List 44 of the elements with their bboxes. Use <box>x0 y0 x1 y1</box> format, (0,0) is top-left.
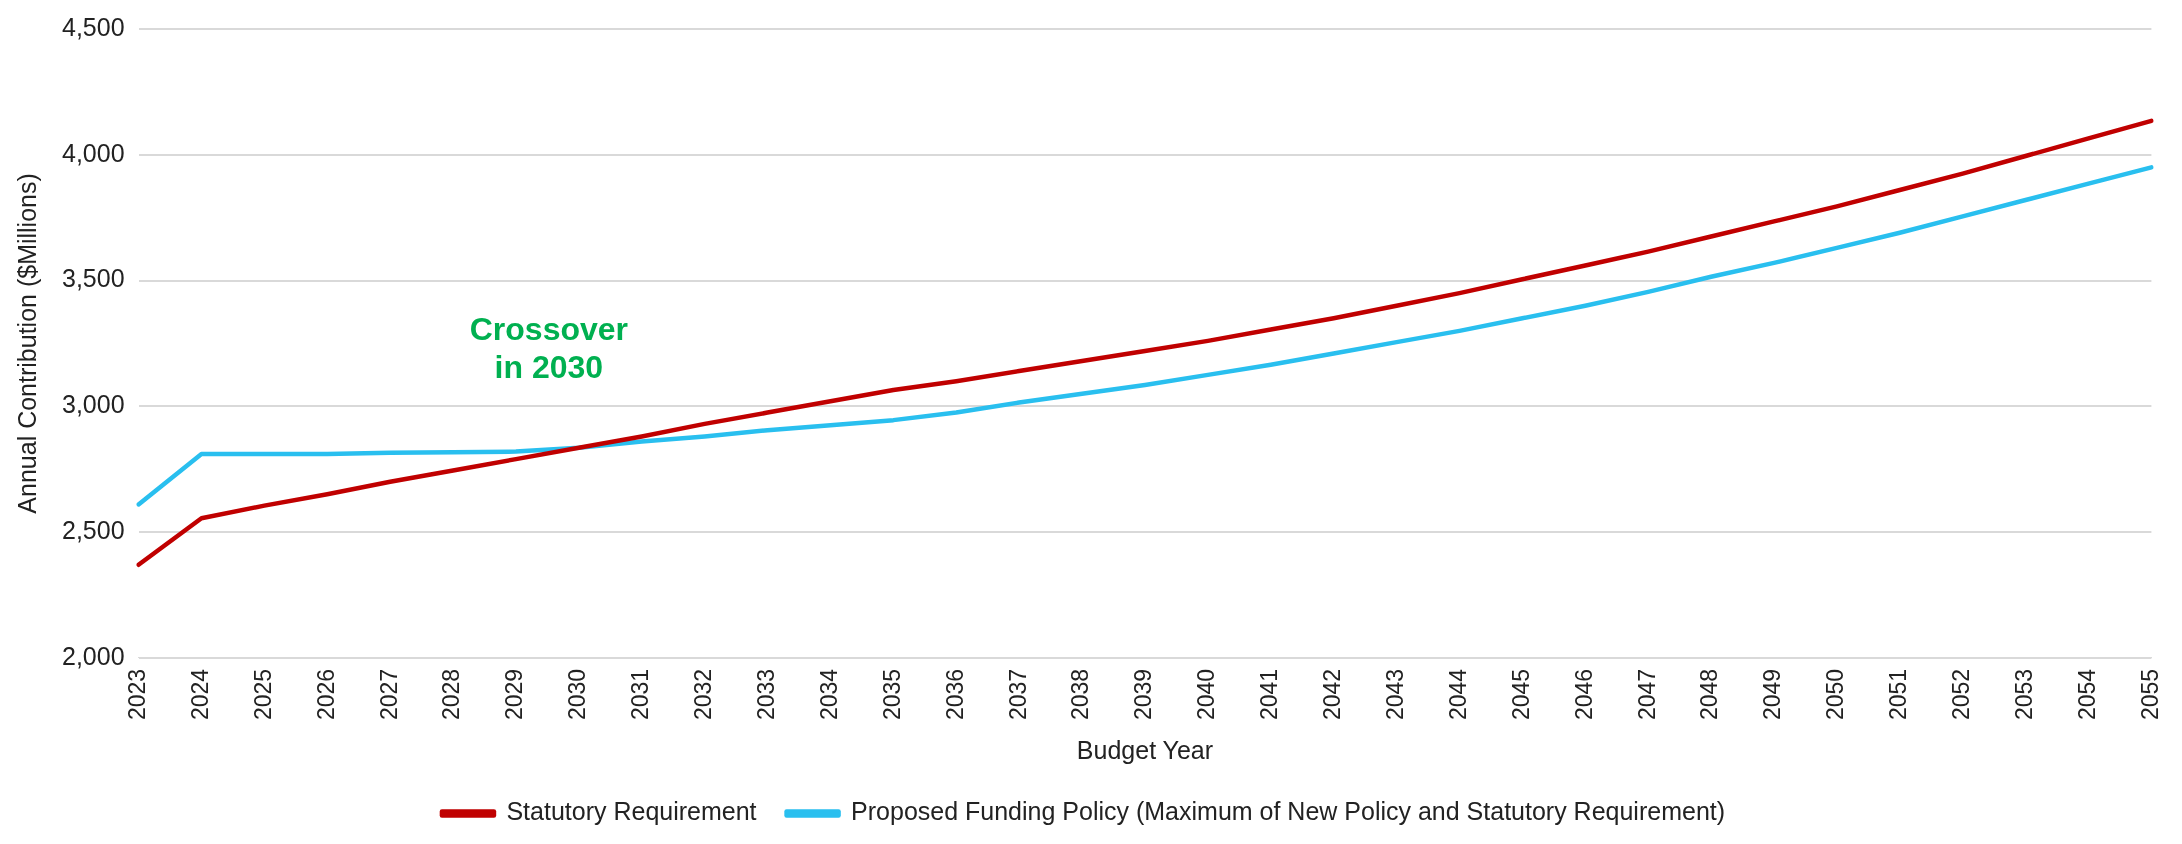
x-tick-label: 2030 <box>564 668 591 721</box>
x-tick-label: 2024 <box>186 668 213 721</box>
x-tick-label: 2023 <box>123 668 150 721</box>
x-tick-label: 2042 <box>1319 668 1346 721</box>
x-tick-label: 2029 <box>501 668 528 721</box>
y-tick-label: 3,000 <box>62 390 125 419</box>
x-tick-label: 2053 <box>2010 668 2037 721</box>
x-tick-label: 2047 <box>1633 668 1660 721</box>
x-tick-label: 2040 <box>1193 668 1220 721</box>
annotation: Crossover in 2030 <box>469 310 629 385</box>
x-tick-label: 2038 <box>1067 668 1094 721</box>
x-tick-label: 2046 <box>1570 668 1597 721</box>
y-tick-label: 2,500 <box>62 515 125 544</box>
y-tick-label: 4,500 <box>62 12 125 41</box>
x-tick-label: 2045 <box>1507 668 1534 721</box>
x-tick-label: 2052 <box>1948 668 1975 721</box>
x-tick-label: 2031 <box>627 668 654 721</box>
x-tick-label: 2028 <box>438 668 465 721</box>
x-tick-label: 2054 <box>2073 668 2100 721</box>
x-tick-label: 2039 <box>1130 668 1157 721</box>
x-tick-label: 2033 <box>752 668 779 721</box>
x-tick-label: 2041 <box>1256 668 1283 721</box>
x-tick-label: 2032 <box>690 668 717 721</box>
legend-label: Proposed Funding Policy (Maximum of New Policy and Statutory Requirement) <box>851 797 1726 826</box>
x-tick-label: 2025 <box>249 668 276 721</box>
x-tick-label: 2037 <box>1004 668 1031 721</box>
x-tick-label: 2043 <box>1381 668 1408 721</box>
x-tick-label: 2035 <box>878 668 905 721</box>
x-tick-label: 2026 <box>312 668 339 721</box>
x-tick-label: 2044 <box>1444 668 1471 721</box>
x-tick-label: 2048 <box>1696 668 1723 721</box>
x-tick-label: 2055 <box>2136 668 2163 721</box>
x-tick-label: 2051 <box>1885 668 1912 721</box>
x-axis-title: Budget Year <box>1076 735 1214 764</box>
legend-label: Statutory Requirement <box>506 797 757 826</box>
y-tick-label: 4,000 <box>62 138 125 167</box>
y-tick-label: 3,500 <box>62 264 125 293</box>
x-tick-label: 2036 <box>941 668 968 721</box>
x-tick-label: 2034 <box>815 668 842 721</box>
x-tick-label: 2027 <box>375 668 402 721</box>
x-tick-label: 2050 <box>1822 668 1849 721</box>
y-axis-title: Annual Contribution ($Millions) <box>12 173 41 514</box>
y-tick-label: 2,000 <box>62 641 125 670</box>
x-tick-label: 2049 <box>1759 668 1786 721</box>
